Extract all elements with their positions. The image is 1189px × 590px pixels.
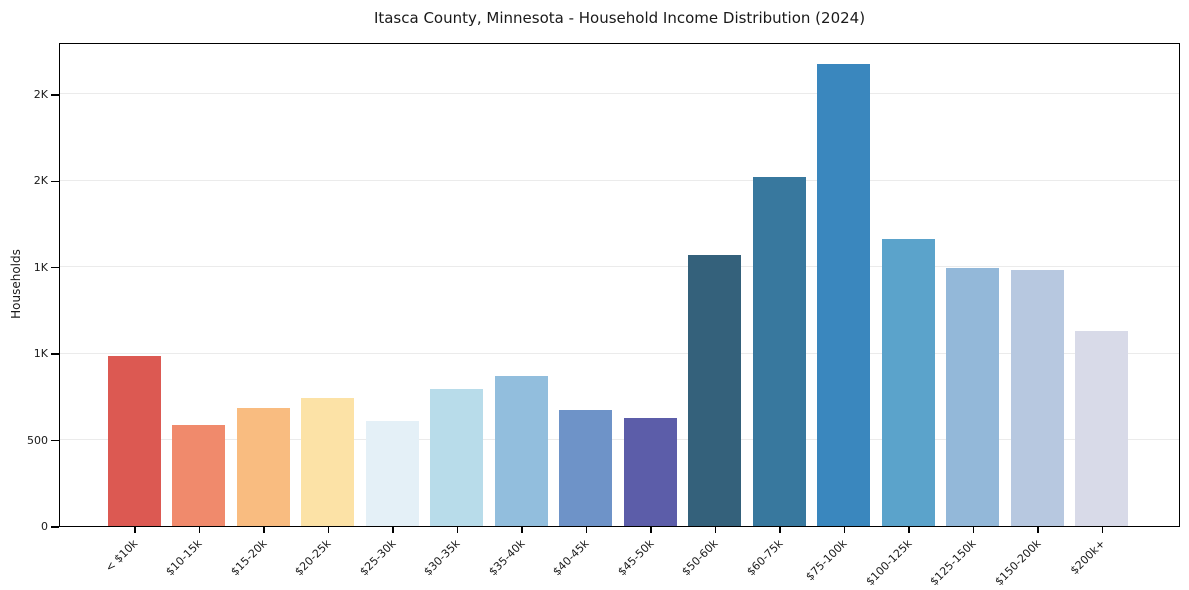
- x-tick-mark: [779, 527, 781, 533]
- x-tick-mark: [972, 527, 975, 533]
- x-tick-mark: [263, 527, 265, 533]
- x-tick-mark: [1037, 527, 1039, 533]
- gridline: [60, 266, 1179, 268]
- bar: [1075, 330, 1129, 526]
- x-tick-mark: [585, 527, 588, 533]
- bar: [688, 255, 742, 526]
- y-tick-label: 500: [27, 433, 48, 447]
- bar: [623, 417, 677, 526]
- y-tick-label: 2K: [33, 174, 48, 188]
- y-tick-label: 1K: [33, 347, 48, 361]
- x-tick-label-text: < $10k: [102, 537, 141, 575]
- x-tick-mark: [1101, 527, 1104, 533]
- x-tick-label-text: $100-125k: [863, 537, 915, 589]
- y-tick-label: 1K: [33, 260, 48, 274]
- x-tick-mark: [521, 527, 523, 533]
- bar: [172, 424, 226, 526]
- x-tick-label-text: $25-30k: [356, 537, 399, 579]
- bar: [752, 176, 806, 526]
- x-tick-mark: [650, 527, 652, 533]
- x-tick-label-text: $60-75k: [743, 537, 786, 579]
- bar: [236, 408, 290, 526]
- gridline: [60, 93, 1179, 95]
- y-tick-label: 2K: [33, 87, 48, 101]
- bar: [946, 268, 1000, 526]
- bar: [1010, 270, 1064, 526]
- y-axis-label: Households: [9, 249, 23, 319]
- x-tick-label-text: $150-200k: [992, 537, 1044, 589]
- x-tick-mark: [843, 527, 846, 533]
- x-tick-label-text: $40-45k: [550, 537, 592, 579]
- gridline: [60, 439, 1179, 441]
- x-tick-label-text: $35-40k: [485, 537, 528, 579]
- gridline: [60, 352, 1179, 354]
- bar: [494, 376, 548, 526]
- bar: [559, 410, 613, 526]
- x-tick-label-text: $125-150k: [927, 537, 979, 589]
- y-tick-mark: [51, 439, 59, 442]
- x-tick-mark: [198, 527, 201, 533]
- y-tick-mark: [51, 526, 59, 528]
- y-tick-mark: [51, 353, 59, 355]
- x-tick-mark: [134, 527, 136, 533]
- x-tick-label-text: $75-100k: [803, 537, 850, 584]
- bar: [817, 63, 871, 526]
- x-tick-label-text: $200k+: [1067, 537, 1108, 578]
- bar: [365, 420, 419, 526]
- y-tick-mark: [51, 266, 59, 269]
- gridline: [60, 179, 1179, 181]
- x-tick-label-text: $20-25k: [292, 537, 334, 579]
- x-tick-label-text: $10-15k: [163, 537, 205, 579]
- bar: [107, 355, 161, 526]
- x-tick-mark: [456, 527, 459, 533]
- y-tick-mark: [51, 180, 59, 183]
- bar: [881, 239, 935, 526]
- y-tick-mark: [51, 94, 59, 96]
- plot-area: [59, 43, 1180, 527]
- x-tick-mark: [908, 527, 910, 533]
- x-tick-mark: [327, 527, 330, 533]
- x-tick-label-text: $45-50k: [614, 537, 657, 579]
- bar: [430, 389, 484, 526]
- y-tick-label: 0: [41, 520, 48, 533]
- chart-title: Itasca County, Minnesota - Household Inc…: [373, 9, 866, 27]
- x-tick-mark: [714, 527, 717, 533]
- x-tick-mark: [392, 527, 394, 533]
- x-tick-label-text: $15-20k: [227, 537, 270, 579]
- x-tick-label-text: $50-60k: [679, 537, 721, 579]
- bar: [301, 398, 355, 526]
- x-tick-label-text: $30-35k: [421, 537, 463, 579]
